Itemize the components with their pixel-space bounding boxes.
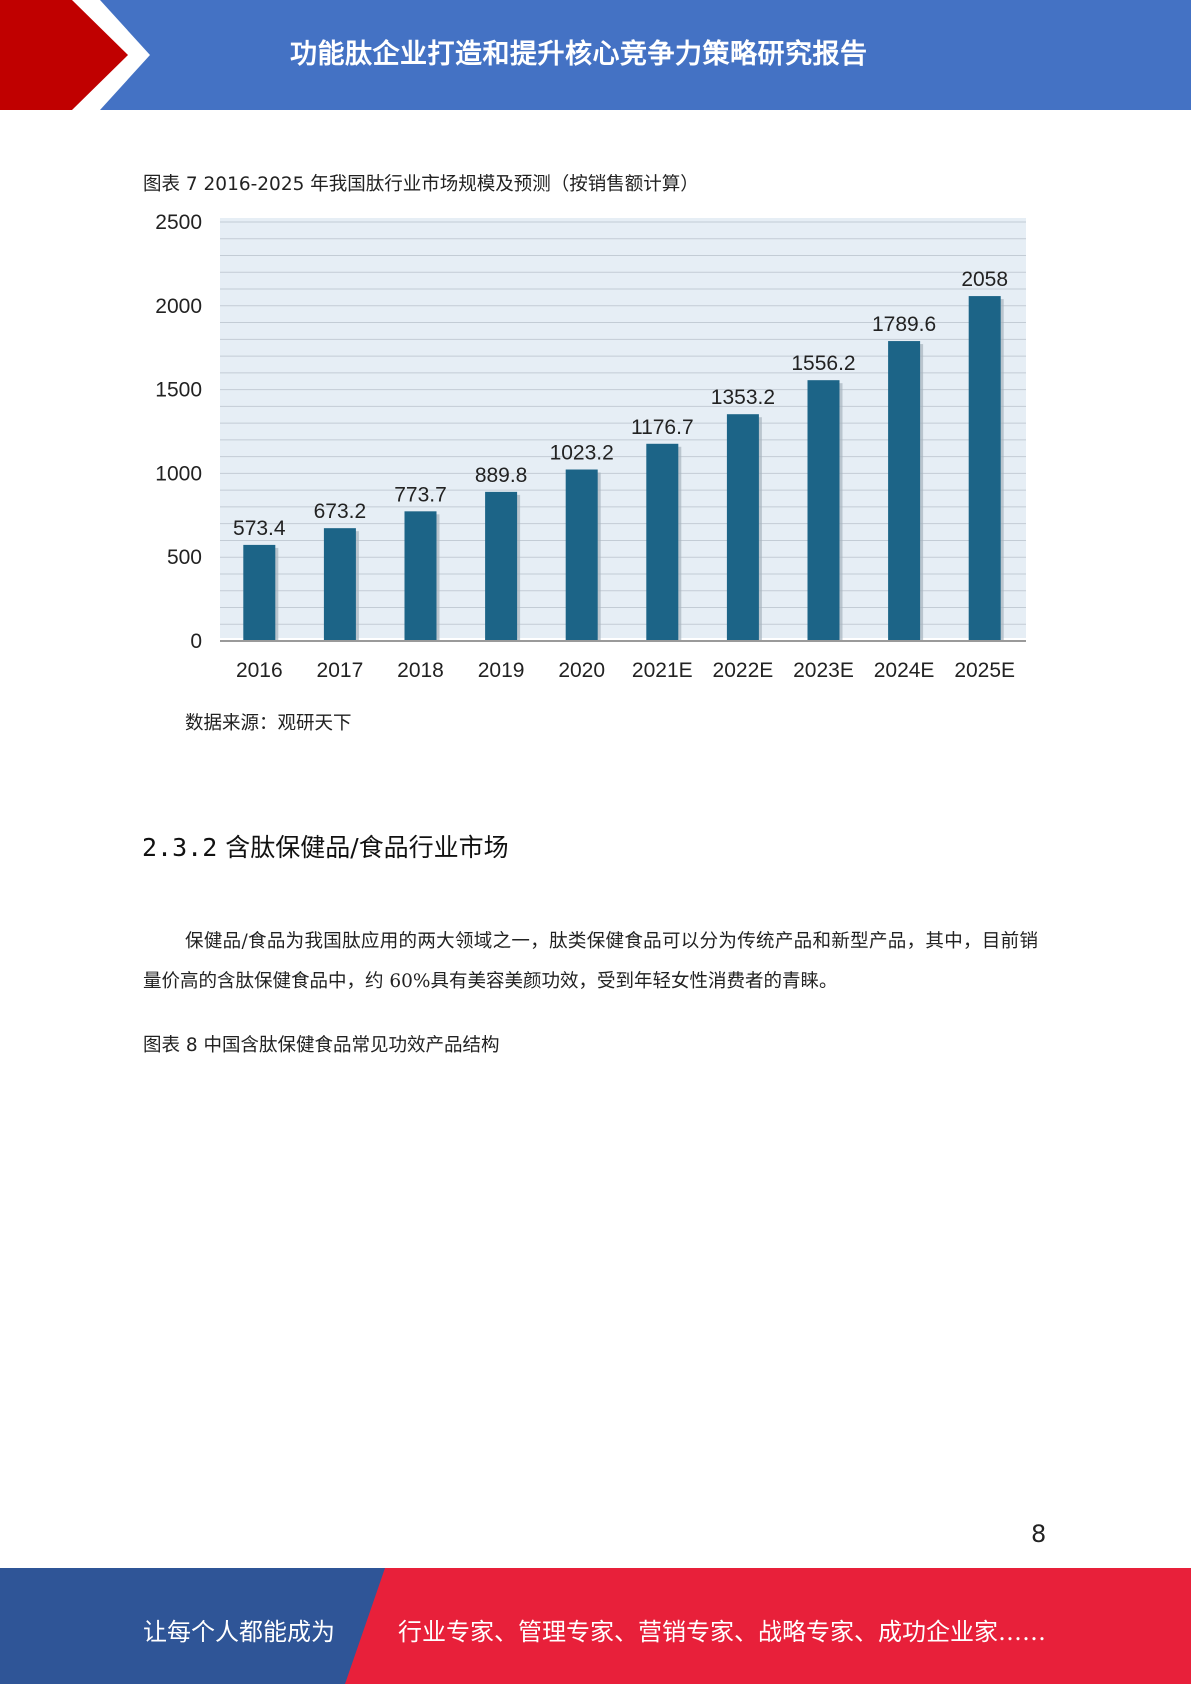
footer-background	[0, 1568, 1191, 1684]
bar	[323, 528, 356, 641]
body-paragraph: 保健品/食品为我国肽应用的两大领域之一，肽类保健食品可以分为传统产品和新型产品，…	[143, 931, 1038, 992]
bar-value-label: 889.8	[475, 464, 528, 487]
bar-value-label: 1176.7	[631, 416, 694, 439]
x-tick-label: 2025E	[954, 659, 1015, 682]
bar-value-label: 773.7	[394, 483, 447, 506]
report-title: 功能肽企业打造和提升核心竞争力策略研究报告	[290, 39, 868, 70]
bars	[243, 296, 1004, 641]
x-tick-label: 2017	[317, 659, 364, 682]
footer-slogan-left: 让每个人都能成为	[143, 1618, 335, 1646]
value-labels: 573.4 673.2 773.7 889.8 1023.2 1176.7 1353.2 15…	[233, 268, 1008, 540]
bar-value-label: 2058	[961, 268, 1008, 291]
y-axis-ticks: 0 500 1000 1500 2000 2500	[155, 211, 202, 653]
bar-value-label: 673.2	[314, 500, 367, 523]
x-tick-label: 2019	[478, 659, 525, 682]
page-number: 8	[1031, 1520, 1047, 1548]
bar	[485, 491, 518, 641]
figure-7-source: 数据来源：观研天下	[185, 713, 352, 734]
figure-8-caption: 图表 8 中国含肽保健食品常见功效产品结构	[143, 1035, 500, 1056]
x-tick-label: 2024E	[874, 659, 935, 682]
x-axis-ticks: 2016 2017 2018 2019 2020 2021E 2022E 2023E 2024E…	[236, 659, 1015, 682]
section-number: 2.3.2	[142, 833, 218, 862]
bar-value-label: 1353.2	[711, 386, 775, 409]
y-tick-label: 2500	[155, 211, 202, 234]
y-tick-label: 0	[190, 630, 202, 653]
bar	[888, 341, 921, 641]
bar	[565, 469, 598, 641]
bar	[243, 544, 276, 641]
figure-7-caption: 图表 7 2016-2025 年我国肽行业市场规模及预测（按销售额计算）	[143, 174, 699, 195]
y-tick-label: 1000	[155, 462, 202, 485]
y-tick-label: 2000	[155, 295, 202, 318]
header-chevron-decoration	[0, 0, 150, 110]
bar-value-label: 1789.6	[872, 313, 936, 336]
bar	[807, 380, 840, 641]
market-size-bar-chart: 0 500 1000 1500 2000 2500 573.4 673.2 773.7 889.…	[140, 208, 1040, 690]
section-title: 含肽保健品/食品行业市场	[225, 833, 509, 862]
y-tick-label: 500	[167, 546, 202, 569]
bar	[726, 414, 759, 641]
x-tick-label: 2016	[236, 659, 283, 682]
footer-banner: 让每个人都能成为 行业专家、管理专家、营销专家、战略专家、成功企业家……	[0, 1568, 1191, 1684]
chevron-red	[0, 0, 128, 110]
bar	[968, 296, 1001, 641]
report-header: 功能肽企业打造和提升核心竞争力策略研究报告	[0, 0, 1191, 110]
section-heading: 2.3.2 含肽保健品/食品行业市场	[142, 828, 509, 864]
bar-value-label: 573.4	[233, 517, 286, 540]
x-tick-label: 2020	[558, 659, 605, 682]
y-tick-label: 1500	[155, 379, 202, 402]
bar	[646, 443, 679, 641]
x-tick-label: 2021E	[632, 659, 693, 682]
x-tick-label: 2018	[397, 659, 444, 682]
x-tick-label: 2023E	[793, 659, 854, 682]
bar-value-label: 1556.2	[791, 352, 855, 375]
x-tick-label: 2022E	[713, 659, 774, 682]
bar	[404, 511, 437, 641]
footer-right-panel	[345, 1568, 1191, 1684]
footer-slogan-right: 行业专家、管理专家、营销专家、战略专家、成功企业家……	[398, 1618, 1046, 1646]
bar-value-label: 1023.2	[550, 442, 614, 465]
